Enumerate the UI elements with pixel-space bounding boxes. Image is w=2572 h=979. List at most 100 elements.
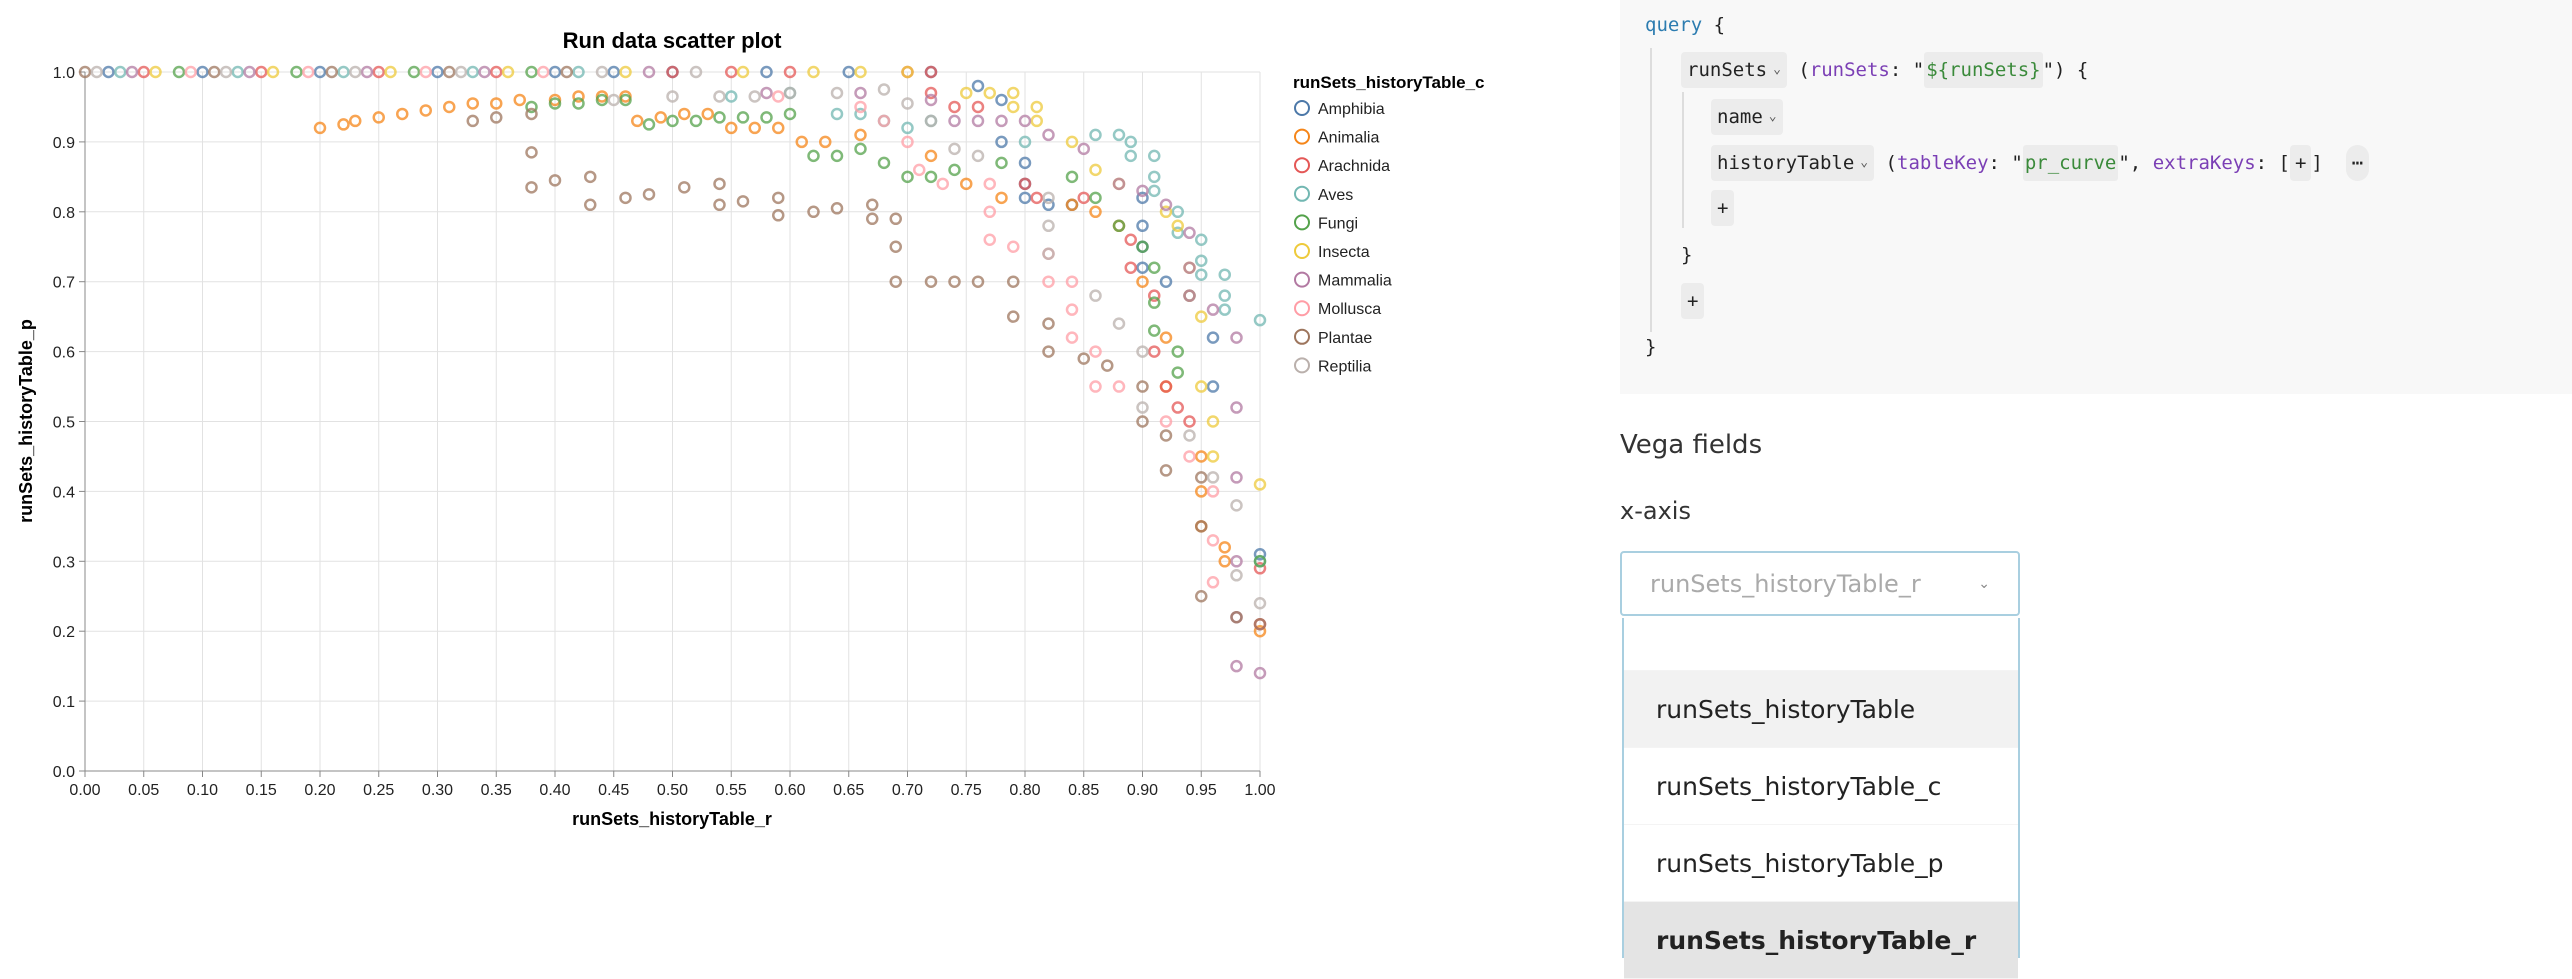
data-point-animalia [924,149,938,163]
more-options-button[interactable]: ⋯ [2345,145,2370,181]
y-tick-label: 0.3 [53,554,75,571]
x-tick-label: 0.75 [951,782,982,799]
tablekey-arg: tableKey [1897,152,1989,174]
extrakeys-arg: extraKeys [2152,152,2256,174]
dropdown-option[interactable]: runSets_historyTable [1624,671,2018,748]
data-point-reptilia [595,65,609,79]
data-point-amphibia [842,65,855,79]
data-point-arachnida [1183,415,1196,428]
data-point-reptilia [1230,569,1243,582]
chevron-down-icon: ⌄ [1978,575,1990,592]
data-point-fungi [1136,240,1149,253]
data-point-animalia [1065,198,1079,212]
data-point-mammalia [948,114,961,128]
query-keyword: query [1645,14,1703,36]
data-point-amphibia [1042,198,1055,212]
data-point-plantae [1101,359,1114,372]
legend-symbol [1294,128,1310,145]
data-point-animalia [1218,541,1231,554]
legend-symbol [1294,185,1310,202]
runsets-value[interactable]: ${runSets} [1924,52,2043,88]
data-point-plantae [619,191,632,205]
data-point-insecta [1007,100,1020,114]
data-point-arachnida [924,86,938,100]
data-point-animalia [1218,555,1231,568]
data-point-aves [1171,226,1184,240]
data-point-animalia [772,121,785,135]
data-point-reptilia [948,142,961,156]
data-point-plantae [713,198,726,212]
data-point-amphibia [995,93,1008,107]
data-point-animalia [701,107,714,121]
tablekey-value[interactable]: pr_curve [2022,145,2119,181]
data-point-insecta [1171,219,1184,233]
y-axis-title: runSets_historyTable_p [16,319,36,523]
data-point-animalia [313,121,327,135]
data-point-insecta [901,65,914,79]
chart-title: Run data scatter plot [563,28,782,53]
legend-label: Amphibia [1318,101,1385,118]
chevron-down-icon: ⌄ [1773,62,1781,77]
data-point-amphibia [196,65,209,79]
data-point-plantae [443,65,456,79]
data-point-amphibia [1018,191,1032,205]
x-tick-label: 0.10 [187,782,218,799]
x-tick-label: 0.70 [892,782,923,799]
data-point-aves [1171,205,1184,219]
data-point-mammalia [125,65,139,79]
data-point-reptilia [1253,596,1267,610]
data-point-insecta [1159,205,1173,219]
data-point-mammalia [1253,666,1267,680]
data-point-mammalia [1112,177,1126,191]
data-point-mollusca [1065,275,1079,288]
x-tick-label: 0.20 [304,782,335,799]
data-point-fungi [854,142,867,156]
runsets-field[interactable]: runSets ⌄ [1681,52,1787,88]
legend-label: Arachnida [1318,158,1390,175]
data-point-mammalia [760,86,773,100]
data-point-insecta [501,65,515,79]
dropdown-option-selected[interactable]: runSets_historyTable_r [1624,902,2018,979]
x-tick-label: 0.60 [774,782,805,799]
add-subfield-button[interactable]: + [1711,190,1735,226]
data-point-animalia [572,90,585,103]
data-point-mammalia [1018,114,1032,128]
data-point-mammalia [995,114,1008,128]
dropdown-option[interactable]: runSets_historyTable_c [1624,748,2018,825]
data-point-aves [1124,149,1137,163]
data-point-mollusca [901,135,914,149]
dropdown-option[interactable]: runSets_historyTable_p [1624,825,2018,902]
data-point-mammalia [1230,659,1243,673]
data-point-insecta [1253,478,1267,491]
add-field-button[interactable]: + [1681,283,1705,319]
data-point-mollusca [1112,380,1126,393]
data-point-mollusca [983,233,996,247]
x-tick-label: 0.80 [1009,782,1040,799]
y-tick-label: 1.0 [53,65,75,82]
data-point-mammalia [854,86,867,100]
data-point-amphibia [1136,219,1149,233]
data-point-fungi [713,111,726,124]
x-tick-label: 0.00 [69,782,100,799]
data-point-insecta [1195,380,1208,393]
data-point-reptilia [783,86,797,100]
data-point-plantae [1195,520,1208,533]
add-extra-key-button[interactable]: + [2289,145,2312,181]
data-point-insecta [619,65,632,79]
data-point-animalia [396,107,409,121]
history-table-field[interactable]: historyTable ⌄ [1711,145,1875,181]
data-point-reptilia [877,83,891,96]
data-point-arachnida [1030,191,1043,205]
dropdown-search[interactable] [1624,618,2018,671]
x-axis-select[interactable]: runSets_historyTable_r ⌄ [1620,551,2020,616]
data-point-reptilia [1183,429,1196,442]
data-point-plantae [1230,610,1243,624]
data-point-insecta [854,65,867,79]
data-point-fungi [830,149,844,163]
data-point-animalia [995,191,1008,205]
data-point-mammalia [1042,128,1055,142]
name-field[interactable]: name ⌄ [1711,99,1783,135]
data-point-fungi [1171,345,1184,358]
data-point-plantae [1136,380,1149,393]
data-point-plantae [889,240,902,253]
